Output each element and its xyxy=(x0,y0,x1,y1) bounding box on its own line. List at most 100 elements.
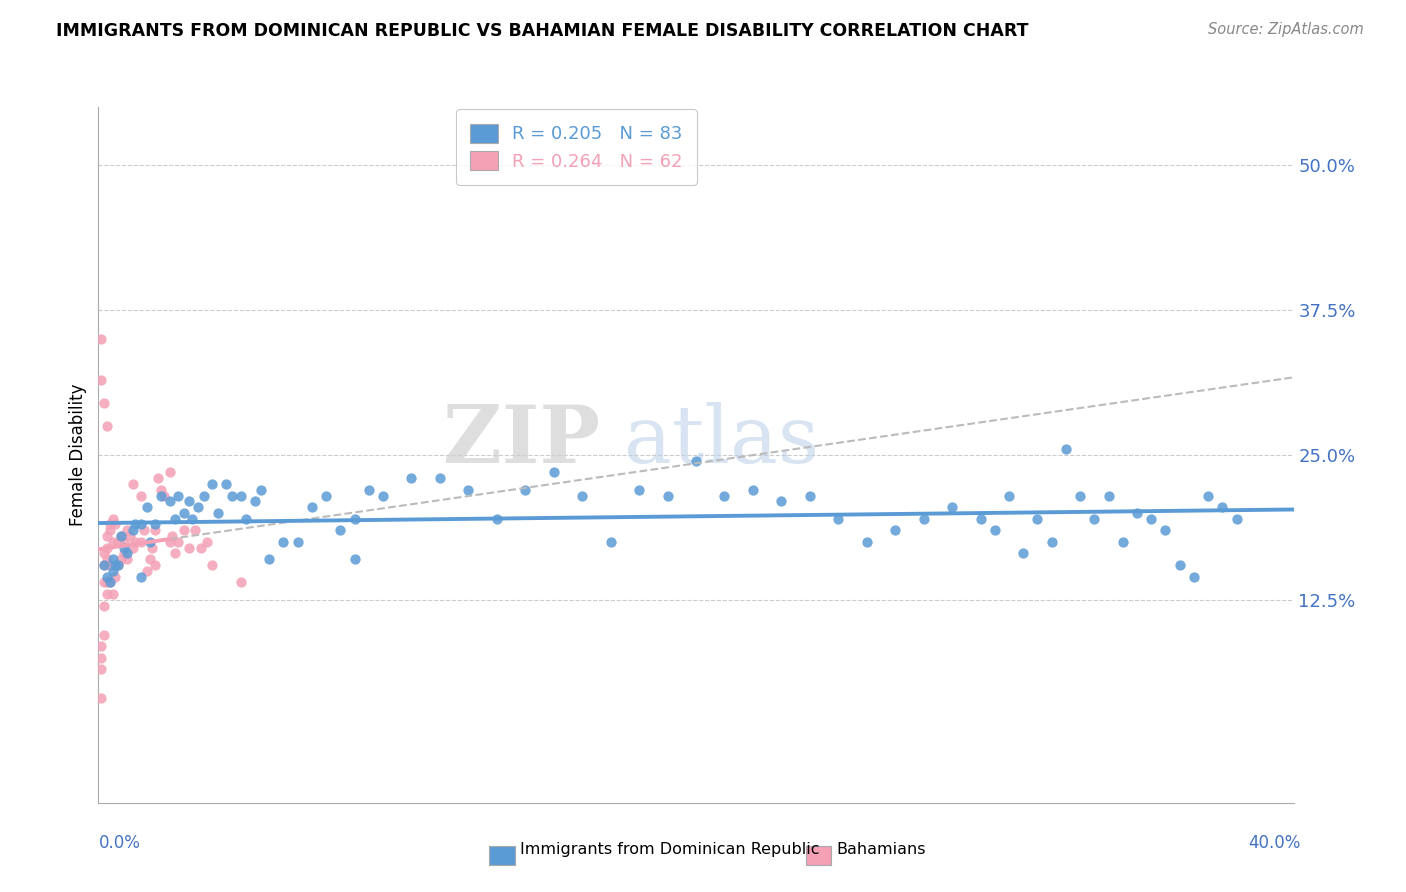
Point xyxy=(129,570,152,584)
Point xyxy=(93,628,115,642)
Point xyxy=(173,523,195,537)
Point xyxy=(150,489,173,503)
Point xyxy=(115,546,138,561)
Point xyxy=(1182,570,1205,584)
Point xyxy=(1012,546,1035,561)
Point xyxy=(138,534,160,549)
Point xyxy=(969,511,991,525)
Point xyxy=(1054,442,1077,457)
Point xyxy=(112,534,135,549)
Point xyxy=(998,489,1021,503)
Point xyxy=(159,466,181,480)
Point xyxy=(135,564,157,578)
Point xyxy=(190,541,212,555)
Point xyxy=(124,534,146,549)
Point xyxy=(153,489,176,503)
Point xyxy=(107,558,129,573)
Point xyxy=(93,558,115,573)
Point xyxy=(101,534,124,549)
Point xyxy=(104,570,127,584)
Point xyxy=(1112,534,1135,549)
Point xyxy=(273,534,295,549)
Text: Immigrants from Dominican Republic: Immigrants from Dominican Republic xyxy=(520,842,820,856)
Point xyxy=(148,471,170,485)
Point xyxy=(827,511,849,525)
Point xyxy=(229,575,252,590)
Point xyxy=(98,558,121,573)
Text: ZIP: ZIP xyxy=(443,402,600,480)
Point xyxy=(96,529,118,543)
Point xyxy=(1097,489,1119,503)
Point xyxy=(983,523,1005,537)
Point xyxy=(173,506,195,520)
Point xyxy=(741,483,763,497)
Point xyxy=(401,471,423,485)
Point xyxy=(110,529,132,543)
Point xyxy=(181,511,204,525)
Text: 0.0%: 0.0% xyxy=(98,834,141,852)
Point xyxy=(90,639,112,653)
Point xyxy=(124,517,146,532)
Point xyxy=(101,587,124,601)
Legend: R = 0.205   N = 83, R = 0.264   N = 62: R = 0.205 N = 83, R = 0.264 N = 62 xyxy=(456,109,697,185)
Point xyxy=(141,541,163,555)
Point xyxy=(187,500,209,514)
Point xyxy=(179,494,201,508)
Point xyxy=(121,476,143,491)
Point xyxy=(1083,511,1105,525)
Text: Source: ZipAtlas.com: Source: ZipAtlas.com xyxy=(1208,22,1364,37)
Point xyxy=(1069,489,1091,503)
Point xyxy=(343,552,366,566)
Point xyxy=(112,546,135,561)
Point xyxy=(143,517,166,532)
Point xyxy=(110,552,132,566)
Point xyxy=(685,453,707,467)
Text: atlas: atlas xyxy=(624,402,820,480)
Point xyxy=(96,570,118,584)
Point xyxy=(543,466,565,480)
Point xyxy=(98,517,121,532)
Point xyxy=(1211,500,1233,514)
Point xyxy=(770,494,793,508)
Point xyxy=(104,558,127,573)
Point xyxy=(110,529,132,543)
Point xyxy=(132,523,155,537)
Point xyxy=(1126,506,1149,520)
Point xyxy=(713,489,735,503)
Point xyxy=(96,587,118,601)
Point xyxy=(96,541,118,555)
Point xyxy=(112,541,135,555)
Point xyxy=(315,489,337,503)
Point xyxy=(101,511,124,525)
Point xyxy=(485,511,508,525)
Point xyxy=(249,483,271,497)
Point xyxy=(215,476,238,491)
Point xyxy=(301,500,323,514)
Point xyxy=(799,489,821,503)
Point xyxy=(429,471,451,485)
Point xyxy=(118,529,141,543)
Point xyxy=(101,564,124,578)
Point xyxy=(941,500,963,514)
Point xyxy=(159,534,181,549)
Point xyxy=(343,511,366,525)
Point xyxy=(159,494,181,508)
Point xyxy=(193,489,215,503)
Point xyxy=(207,506,229,520)
Point xyxy=(96,552,118,566)
Point xyxy=(93,546,115,561)
Point xyxy=(93,396,115,410)
Point xyxy=(143,558,166,573)
Point xyxy=(143,523,166,537)
Point xyxy=(129,517,152,532)
Point xyxy=(107,558,129,573)
Point xyxy=(221,489,243,503)
Point xyxy=(457,483,479,497)
Point xyxy=(1226,511,1249,525)
Point xyxy=(135,500,157,514)
Point xyxy=(98,575,121,590)
Point xyxy=(90,662,112,676)
Point xyxy=(357,483,380,497)
Point xyxy=(371,489,394,503)
Point xyxy=(1197,489,1219,503)
